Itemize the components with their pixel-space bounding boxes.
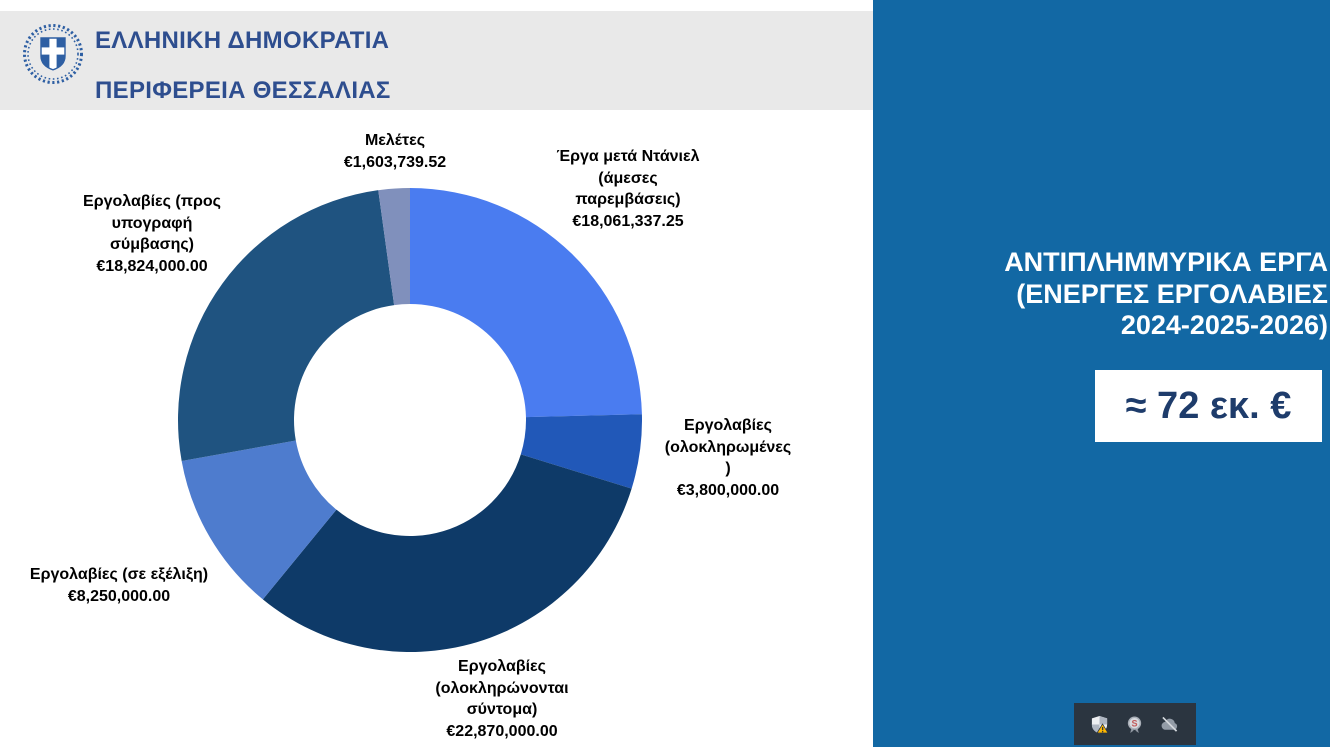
slice-label-ergolavies-oloklirmenes: Εργολαβίες (ολοκληρωμένες ) €3,800,000.0… <box>664 417 792 499</box>
slice-label-meletes: Μελέτες €1,603,739.52 <box>343 132 447 171</box>
slice-label-erga-meta-daniel: Έργα μετά Ντάνιελ (άμεσες παρεμβάσεις) €… <box>556 148 700 230</box>
donut-slice-3 <box>181 440 337 600</box>
greek-republic-emblem-logo <box>23 24 83 84</box>
donut-slice-1 <box>520 414 642 489</box>
slice-label-ergolavies-se-exelixi: Εργολαβίες (σε εξέλιξη) €8,250,000.00 <box>29 566 209 605</box>
donut-slice-4 <box>178 190 395 461</box>
system-tray-overflow: S <box>1074 703 1196 745</box>
donut-slice-2 <box>262 454 632 652</box>
donut-slice-5 <box>378 188 410 306</box>
antivirus-s-badge-icon[interactable]: S <box>1125 715 1144 734</box>
cloud-offline-icon[interactable] <box>1159 716 1180 733</box>
total-amount-value: ≈ 72 εκ. € <box>1125 384 1292 427</box>
slice-label-ergolavies-pros-ypografi: Εργολαβίες (προς υπογραφή σύμβασης) €18,… <box>83 193 221 275</box>
slice-label-ergolavies-syntoma: Εργολαβίες (ολοκληρώνονται σύντομα) €22,… <box>435 658 569 740</box>
header-org-title: ΕΛΛΗΝΙΚΗ ΔΗΜΟΚΡΑΤΙΑ ΠΕΡΙΦΕΡΕΙΑ ΘΕΣΣΑΛΙΑΣ <box>95 28 391 103</box>
panel-title: ΑΝΤΙΠΛΗΜΜΥΡΙΚΑ ΕΡΓΑ (ΕΝΕΡΓΕΣ ΕΡΓΟΛΑΒΙΕΣ … <box>1004 247 1328 340</box>
donut-chart <box>178 188 642 652</box>
header-org-line1: ΕΛΛΗΝΙΚΗ ΔΗΜΟΚΡΑΤΙΑ <box>95 27 390 54</box>
blue-side-panel: ΑΝΤΙΠΛΗΜΜΥΡΙΚΑ ΕΡΓΑ (ΕΝΕΡΓΕΣ ΕΡΓΟΛΑΒΙΕΣ … <box>873 0 1330 747</box>
header-org-line2: ΠΕΡΙΦΕΡΕΙΑ ΘΕΣΣΑΛΙΑΣ <box>95 77 391 104</box>
header-bar: ΕΛΛΗΝΙΚΗ ΔΗΜΟΚΡΑΤΙΑ ΠΕΡΙΦΕΡΕΙΑ ΘΕΣΣΑΛΙΑΣ <box>0 11 873 110</box>
total-amount-badge: ≈ 72 εκ. € <box>1095 370 1322 442</box>
security-shield-warning-icon[interactable] <box>1090 715 1109 734</box>
donut-slice-0 <box>410 188 642 418</box>
svg-text:S: S <box>1131 718 1137 728</box>
